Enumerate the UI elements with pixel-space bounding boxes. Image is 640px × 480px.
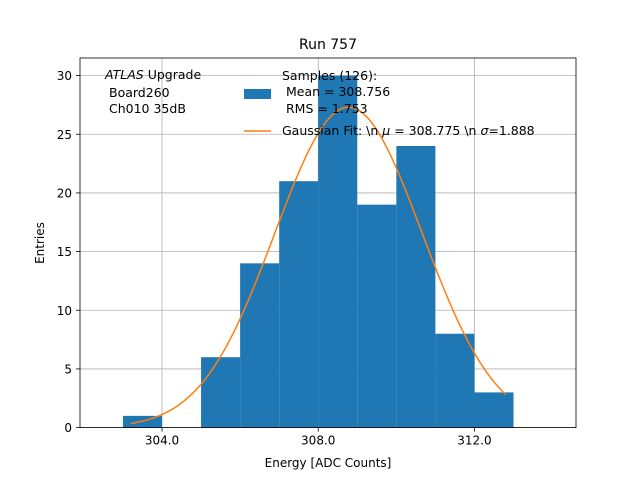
legend-fit-prefix: Gaussian Fit: \n <box>282 123 382 138</box>
x-axis-label: Energy [ADC Counts] <box>265 456 392 470</box>
legend-hist-line-2: Mean = 308.756 <box>286 84 390 99</box>
annotation-line-3: Ch010 35dB <box>109 101 186 116</box>
x-tick-label-1: 308.0 <box>301 434 335 448</box>
y-tick-label-5: 25 <box>57 128 72 142</box>
histogram-bar-7 <box>396 146 436 428</box>
histogram-bars <box>122 75 514 428</box>
legend-fit-sigma: σ <box>480 123 489 138</box>
x-tick-label-0: 304.0 <box>145 434 179 448</box>
annotation-line-2: Board260 <box>109 85 170 100</box>
chart-title: Run 757 <box>299 37 357 53</box>
histogram-bar-9 <box>474 392 514 428</box>
legend-hist-line-3: RMS = 1.753 <box>286 101 368 116</box>
atlas-annotation: ATLAS Upgrade Board260 Ch010 35dB <box>104 67 201 116</box>
upgrade-label: Upgrade <box>144 67 202 82</box>
annotation-line-1: ATLAS Upgrade <box>104 67 201 82</box>
y-tick-label-6: 30 <box>57 69 72 83</box>
legend-fit-label: Gaussian Fit: \n μ = 308.775 \n σ=1.888 <box>282 123 535 138</box>
legend-fit-mu: μ <box>381 123 390 138</box>
y-tick-label-1: 5 <box>64 362 72 376</box>
plot-frame <box>79 57 577 429</box>
legend-hist-swatch <box>244 89 271 99</box>
y-tick-label-2: 10 <box>57 304 72 318</box>
y-tick-label-0: 0 <box>64 421 72 435</box>
atlas-label: ATLAS <box>104 67 144 82</box>
legend-fit-mid: = 308.775 \n <box>390 123 480 138</box>
y-tick-label-4: 20 <box>57 186 72 200</box>
histogram-bar-3 <box>240 263 280 428</box>
x-tick-label-2: 312.0 <box>457 434 491 448</box>
legend-fit-suffix: =1.888 <box>488 123 534 138</box>
histogram-bar-2 <box>201 357 241 428</box>
legend-hist-line-1: Samples (126): <box>282 68 377 83</box>
histogram-bar-6 <box>357 204 397 428</box>
legend: Samples (126): Mean = 308.756 RMS = 1.75… <box>244 68 535 138</box>
histogram-bar-5 <box>318 75 358 428</box>
gaussian-fit-curve <box>130 106 507 425</box>
y-axis-ticks: 0 5 10 15 20 25 30 <box>57 69 80 435</box>
x-axis-ticks: 304.0 308.0 312.0 <box>145 427 492 448</box>
y-axis-label: Entries <box>33 222 47 264</box>
histogram-bar-8 <box>435 333 475 428</box>
y-tick-label-3: 15 <box>57 245 72 259</box>
histogram-bar-4 <box>279 181 319 428</box>
